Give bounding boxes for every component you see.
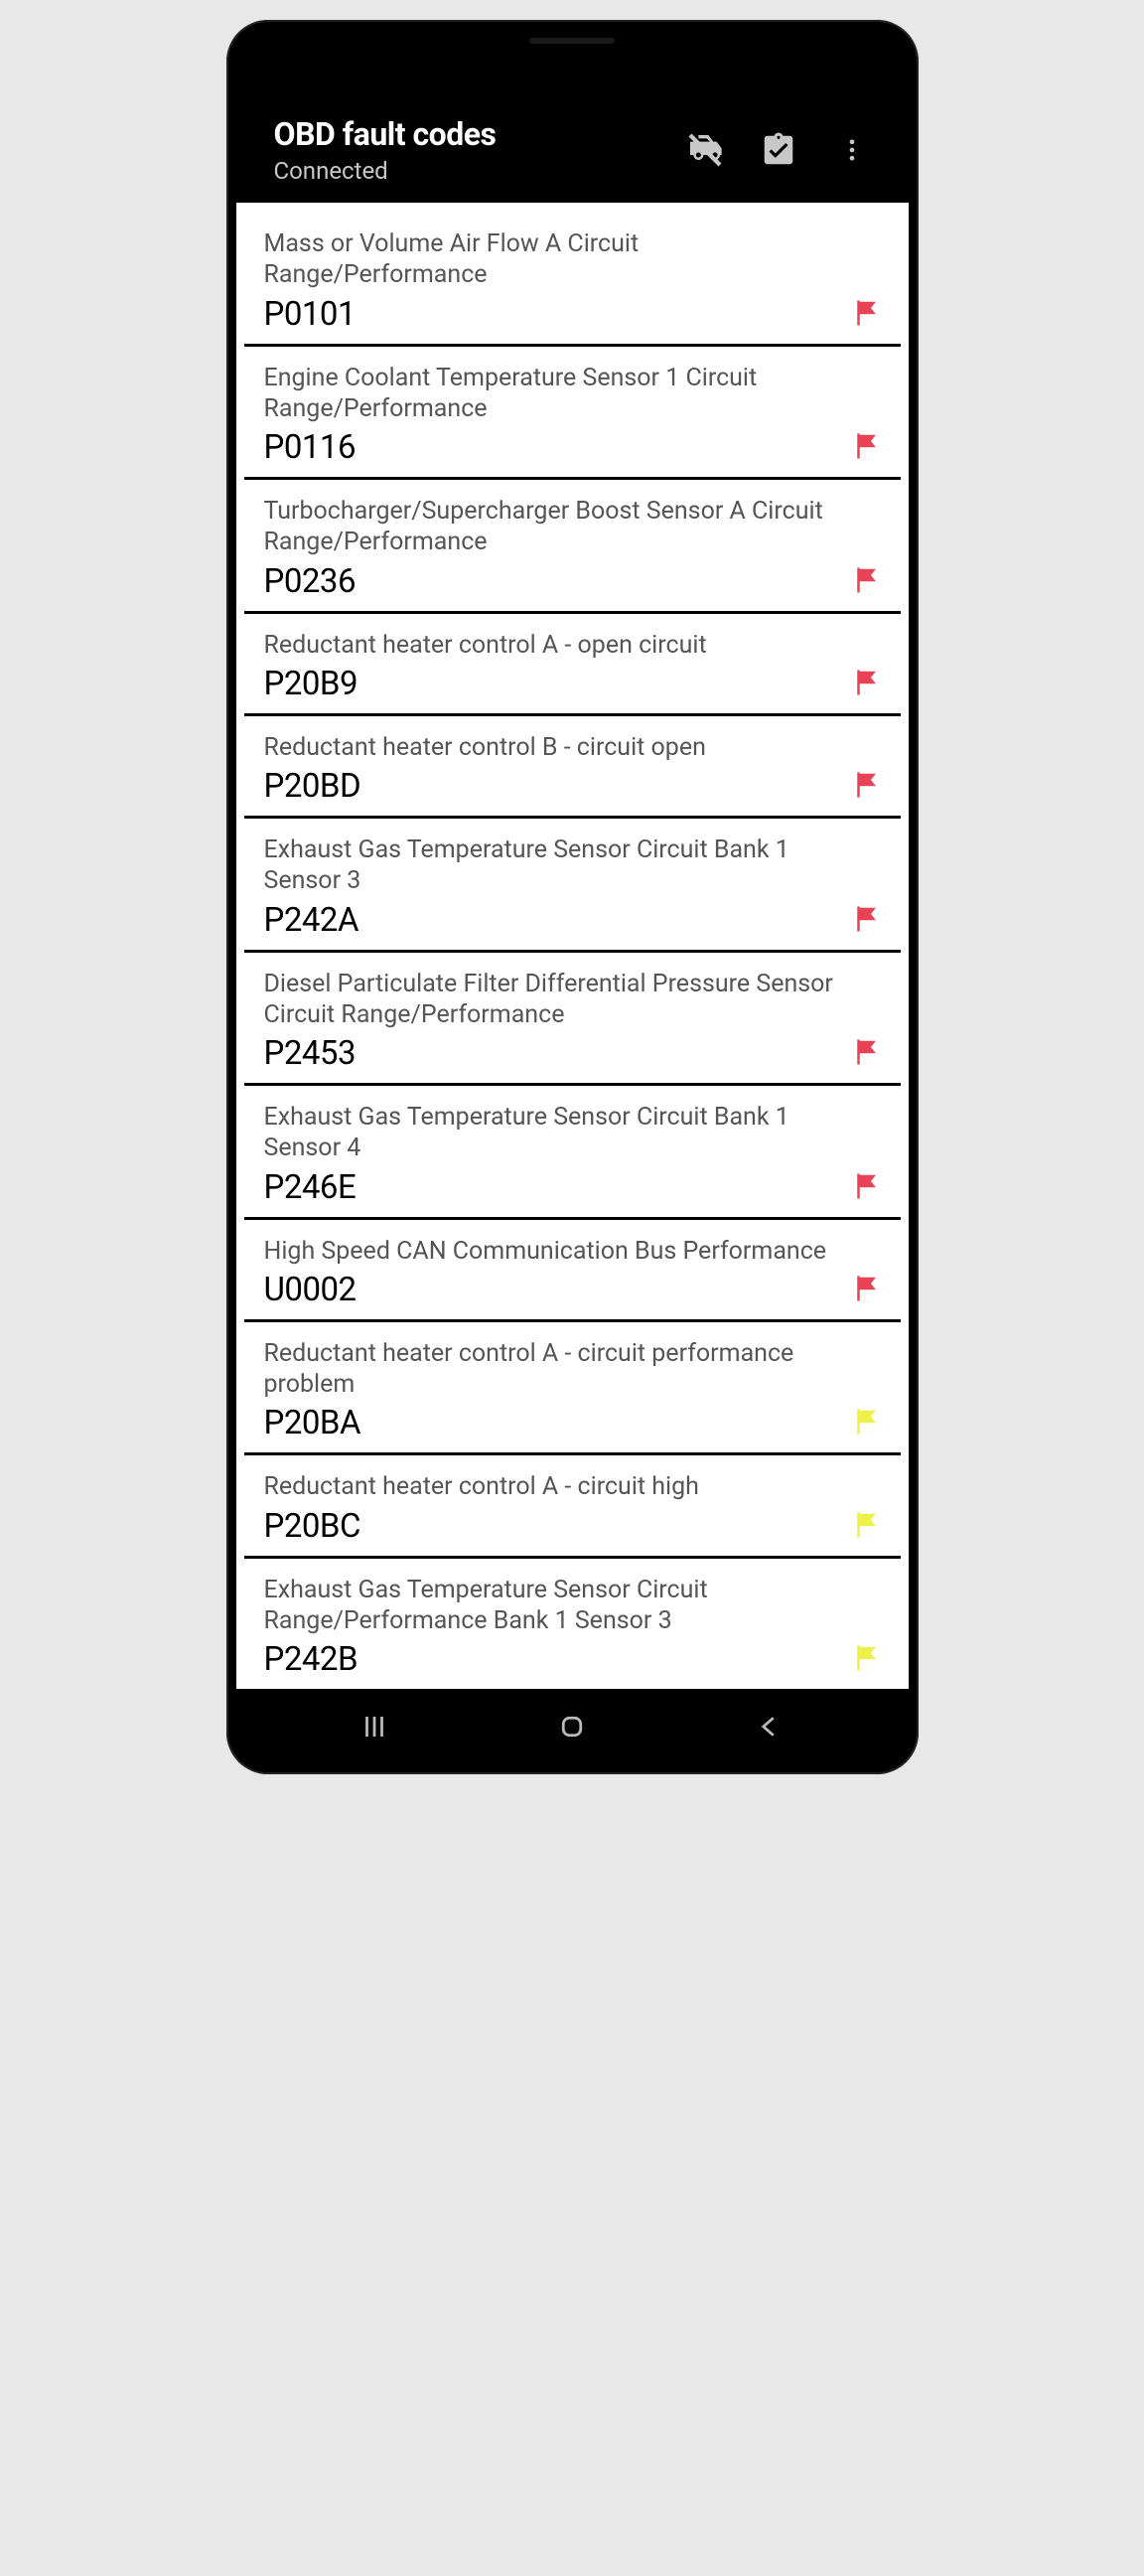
fault-code: P242A <box>264 901 881 940</box>
connection-status: Connected <box>274 157 684 185</box>
fault-description: Exhaust Gas Temperature Sensor Circuit B… <box>264 834 881 897</box>
fault-code: P0116 <box>264 428 881 467</box>
fault-item[interactable]: Reductant heater control A - circuit hig… <box>244 1455 901 1558</box>
fault-item[interactable]: Engine Coolant Temperature Sensor 1 Circ… <box>244 347 901 481</box>
fault-code: P20B9 <box>264 665 881 703</box>
flag-icon <box>851 1171 881 1201</box>
flag-icon <box>851 1407 881 1437</box>
fault-description: Turbocharger/Supercharger Boost Sensor A… <box>264 496 881 558</box>
phone-frame: OBD fault codes Connected <box>226 20 919 1774</box>
content-area: Mass or Volume Air Flow A Circuit Range/… <box>236 203 909 1689</box>
home-button[interactable] <box>512 1707 632 1746</box>
phone-screen: OBD fault codes Connected <box>236 30 909 1764</box>
header-titles: OBD fault codes Connected <box>274 115 684 185</box>
page-title: OBD fault codes <box>274 115 684 153</box>
speaker-grill <box>529 38 615 44</box>
fault-description: Engine Coolant Temperature Sensor 1 Circ… <box>264 363 881 425</box>
flag-icon <box>851 1037 881 1067</box>
flag-icon <box>851 1510 881 1540</box>
tow-truck-icon[interactable] <box>684 129 726 171</box>
fault-code: U0002 <box>264 1271 881 1309</box>
fault-description: Reductant heater control A - open circui… <box>264 630 881 661</box>
android-navbar <box>236 1689 909 1764</box>
fault-code: P20BD <box>264 767 881 806</box>
fault-description: Reductant heater control A - circuit per… <box>264 1338 881 1401</box>
fault-code: P20BC <box>264 1507 881 1546</box>
recents-button[interactable] <box>315 1707 434 1746</box>
fault-code: P2453 <box>264 1034 881 1073</box>
fault-item[interactable]: Reductant heater control B - circuit ope… <box>244 716 901 819</box>
fault-description: High Speed CAN Communication Bus Perform… <box>264 1236 881 1267</box>
fault-item[interactable]: Exhaust Gas Temperature Sensor Circuit B… <box>244 1086 901 1220</box>
flag-icon <box>851 298 881 328</box>
flag-icon <box>851 904 881 934</box>
fault-item[interactable]: Mass or Volume Air Flow A Circuit Range/… <box>244 203 901 347</box>
flag-icon <box>851 1274 881 1303</box>
flag-icon <box>851 668 881 697</box>
fault-description: Reductant heater control B - circuit ope… <box>264 732 881 763</box>
flag-icon <box>851 770 881 800</box>
fault-code: P242B <box>264 1640 881 1679</box>
fault-description: Mass or Volume Air Flow A Circuit Range/… <box>264 228 881 291</box>
flag-icon <box>851 431 881 461</box>
app-header: OBD fault codes Connected <box>236 30 909 203</box>
fault-code: P0101 <box>264 295 881 334</box>
clipboard-icon[interactable] <box>758 129 799 171</box>
fault-description: Diesel Particulate Filter Differential P… <box>264 969 881 1031</box>
header-actions <box>684 129 879 171</box>
fault-code: P20BA <box>264 1404 881 1442</box>
fault-item[interactable]: Exhaust Gas Temperature Sensor Circuit B… <box>244 819 901 953</box>
fault-description: Exhaust Gas Temperature Sensor Circuit B… <box>264 1102 881 1164</box>
fault-item[interactable]: Reductant heater control A - circuit per… <box>244 1322 901 1456</box>
back-button[interactable] <box>710 1707 829 1746</box>
fault-description: Reductant heater control A - circuit hig… <box>264 1471 881 1502</box>
fault-code: P0236 <box>264 562 881 601</box>
fault-item[interactable]: Turbocharger/Supercharger Boost Sensor A… <box>244 480 901 614</box>
fault-item[interactable]: Exhaust Gas Temperature Sensor Circuit R… <box>244 1559 901 1690</box>
flag-icon <box>851 1643 881 1673</box>
fault-list: Mass or Volume Air Flow A Circuit Range/… <box>236 203 909 1689</box>
flag-icon <box>851 565 881 595</box>
fault-description: Exhaust Gas Temperature Sensor Circuit R… <box>264 1575 881 1637</box>
fault-code: P246E <box>264 1168 881 1207</box>
fault-item[interactable]: High Speed CAN Communication Bus Perform… <box>244 1220 901 1322</box>
fault-item[interactable]: Diesel Particulate Filter Differential P… <box>244 953 901 1087</box>
fault-item[interactable]: Reductant heater control A - open circui… <box>244 614 901 716</box>
more-icon[interactable] <box>831 129 873 171</box>
